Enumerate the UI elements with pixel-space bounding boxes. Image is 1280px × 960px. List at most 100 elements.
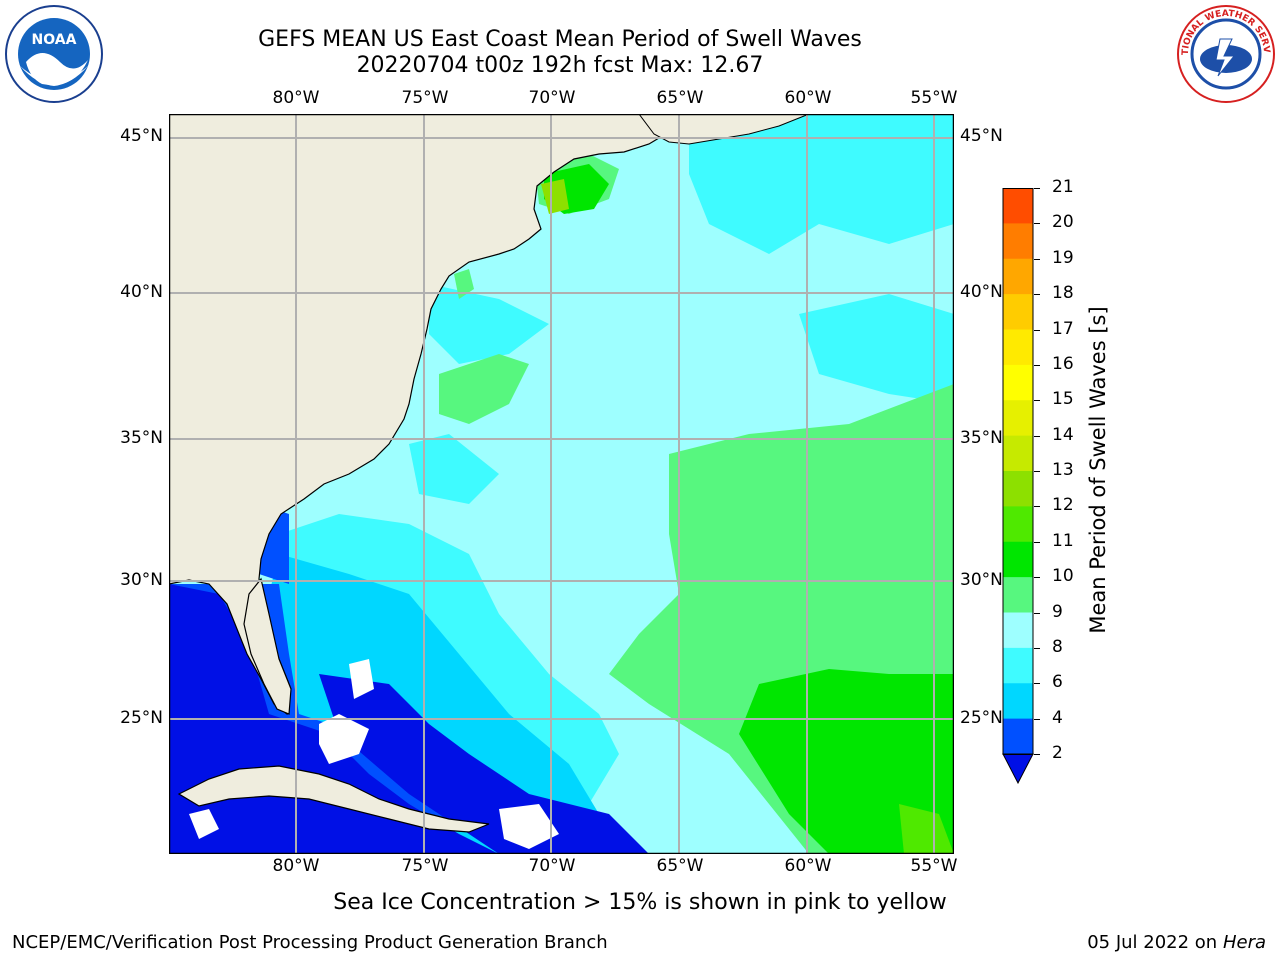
colorbar <box>1002 188 1034 785</box>
nodata-patch <box>499 804 559 849</box>
swell-period-map <box>168 113 955 855</box>
swell-zone-cyan <box>799 294 954 404</box>
chart-subtitle: 20220704 t00z 192h fcst Max: 12.67 <box>356 53 764 78</box>
lat-label-left: 25°N <box>120 708 163 728</box>
colorbar-tick <box>1034 294 1040 296</box>
noaa-logo-text: NOAA <box>32 32 77 48</box>
colorbar-tick-label: 21 <box>1052 177 1074 197</box>
colorbar-tick <box>1034 188 1040 189</box>
lon-label-top: 70°W <box>528 88 576 108</box>
colorbar-tick-label: 17 <box>1052 318 1074 339</box>
colorbar-tick-label: 18 <box>1052 283 1074 304</box>
swell-zone-green <box>439 354 529 424</box>
colorbar-segment <box>1003 577 1033 613</box>
colorbar-tick-label: 6 <box>1052 672 1063 693</box>
lat-label-right: 45°N <box>960 126 1003 146</box>
swell-zone-cyan <box>409 434 499 504</box>
colorbar-label: Mean Period of Swell Waves [s] <box>1086 306 1110 634</box>
colorbar-segment <box>1003 258 1033 295</box>
colorbar-tick-label: 4 <box>1052 707 1063 728</box>
sea-ice-note: Sea Ice Concentration > 15% is shown in … <box>333 890 947 915</box>
swell-zone-cyan <box>689 114 954 254</box>
lon-label-top: 55°W <box>910 88 958 108</box>
colorbar-segment <box>1003 647 1033 684</box>
lat-label-left: 40°N <box>120 282 163 302</box>
lat-label-right: 25°N <box>960 708 1003 728</box>
nws-logo: NATIONAL WEATHER SERVICE <box>1170 0 1278 104</box>
swell-zone-lime <box>541 179 569 214</box>
lon-label-bottom: 65°W <box>656 856 704 876</box>
colorbar-tick <box>1034 435 1040 437</box>
colorbar-tick-label: 2 <box>1052 743 1063 763</box>
land-cuba <box>177 765 490 833</box>
colorbar-tick <box>1034 683 1040 685</box>
lon-label-top: 60°W <box>784 88 832 108</box>
lon-label-bottom: 75°W <box>401 856 449 876</box>
colorbar-tick-label: 12 <box>1052 495 1074 516</box>
colorbar-tick-label: 11 <box>1052 530 1074 551</box>
lat-label-right: 30°N <box>960 570 1003 590</box>
footer-credit: NCEP/EMC/Verification Post Processing Pr… <box>12 932 608 953</box>
colorbar-tick <box>1034 754 1040 755</box>
land-florida <box>243 577 292 715</box>
swell-zone-yellowgreen <box>899 804 954 854</box>
colorbar-segment <box>1003 400 1033 437</box>
nodata-patch <box>349 659 374 699</box>
lat-label-left: 35°N <box>120 428 163 448</box>
lat-label-left: 45°N <box>120 126 163 146</box>
lon-label-bottom: 55°W <box>910 856 958 876</box>
lat-label-right: 35°N <box>960 428 1003 448</box>
colorbar-tick-label: 19 <box>1052 247 1074 268</box>
colorbar-tick <box>1034 329 1040 331</box>
nodata-patch <box>319 714 369 764</box>
colorbar-segment <box>1003 683 1033 720</box>
gridlines <box>169 114 954 854</box>
colorbar-tick-label: 13 <box>1052 460 1074 480</box>
lon-label-bottom: 60°W <box>784 856 832 876</box>
noaa-logo: NOAA <box>2 4 106 104</box>
colorbar-segment <box>1003 364 1033 401</box>
colorbar-tick <box>1034 647 1040 649</box>
colorbar-tick <box>1034 612 1040 614</box>
swell-zone-green <box>454 269 474 299</box>
colorbar-segment <box>1003 541 1033 578</box>
lat-label-left: 30°N <box>120 570 163 590</box>
colorbar-tick-label: 10 <box>1052 566 1074 587</box>
chart-title: GEFS MEAN US East Coast Mean Period of S… <box>258 27 862 52</box>
nodata-patch <box>189 809 219 839</box>
colorbar-tick-label: 9 <box>1052 601 1063 622</box>
colorbar-segment <box>1003 223 1033 260</box>
colorbar-segment <box>1003 294 1033 330</box>
footer-host: Hera <box>1222 932 1266 953</box>
footer-date: 05 Jul 2022 on Hera <box>1087 932 1266 953</box>
colorbar-border <box>1002 188 1034 755</box>
colorbar-tick <box>1034 506 1040 508</box>
colorbar-tick <box>1034 364 1040 366</box>
lon-label-top: 75°W <box>401 88 449 108</box>
colorbar-tick-label: 14 <box>1052 424 1074 445</box>
colorbar-tick <box>1034 577 1040 579</box>
colorbar-tick <box>1034 471 1040 472</box>
colorbar-segment <box>1003 612 1033 649</box>
colorbar-tick <box>1034 541 1040 543</box>
colorbar-tick <box>1034 258 1040 260</box>
colorbar-segment <box>1003 506 1033 543</box>
colorbar-tick-label: 16 <box>1052 353 1074 374</box>
colorbar-tick-label: 8 <box>1052 636 1063 657</box>
lon-label-bottom: 80°W <box>272 856 320 876</box>
lat-label-right: 40°N <box>960 282 1003 302</box>
colorbar-segment <box>1003 718 1033 755</box>
colorbar-segment <box>1003 329 1033 366</box>
lon-label-bottom: 70°W <box>528 856 576 876</box>
colorbar-tick <box>1034 223 1040 225</box>
colorbar-tick <box>1034 718 1040 720</box>
swell-zone-cyan <box>429 284 549 364</box>
footer-date-text: 05 Jul 2022 on <box>1087 932 1218 953</box>
colorbar-tick <box>1034 400 1040 402</box>
lon-label-top: 80°W <box>272 88 320 108</box>
colorbar-under-arrow <box>1002 753 1034 785</box>
colorbar-tick-label: 15 <box>1052 389 1074 410</box>
colorbar-segment <box>1003 471 1033 507</box>
colorbar-tick-label: 20 <box>1052 212 1074 233</box>
colorbar-segment <box>1003 188 1033 224</box>
